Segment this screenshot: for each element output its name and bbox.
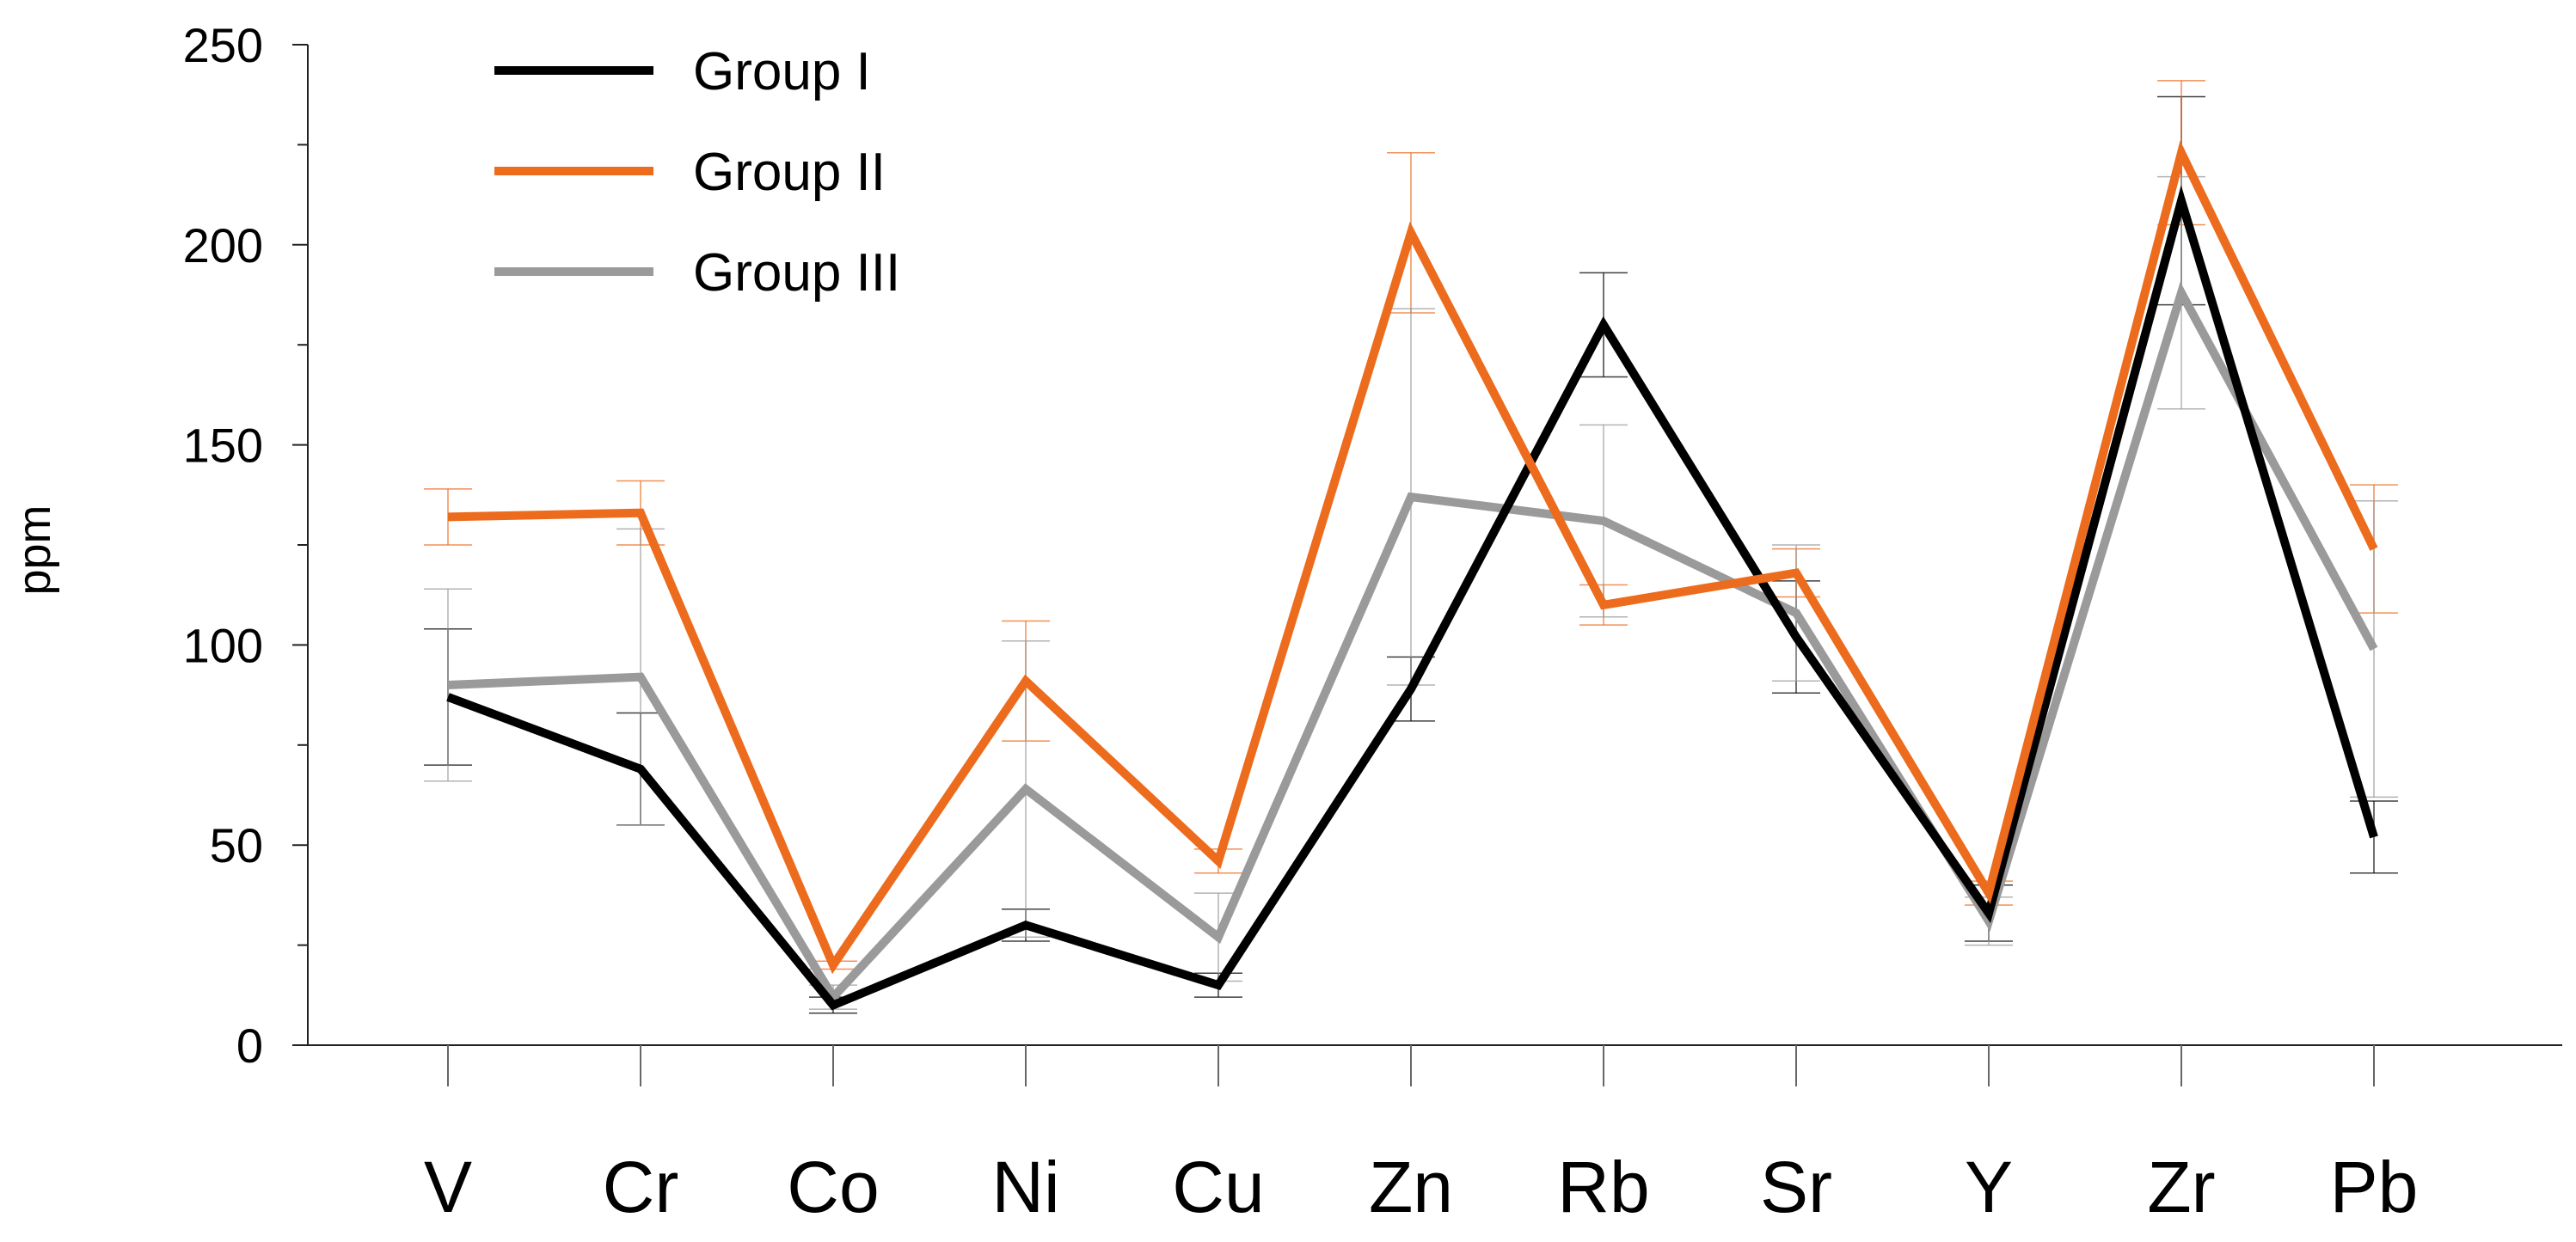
chart-axes (292, 44, 2562, 1086)
y-tick-label: 100 (183, 618, 263, 672)
x-tick-label: Co (787, 1147, 879, 1227)
y-tick-label: 150 (183, 419, 263, 473)
legend-label: Group II (693, 143, 886, 202)
legend: Group I Group II Group III (494, 42, 900, 303)
x-tick-label: Cu (1172, 1147, 1264, 1227)
y-tick-label: 50 (210, 818, 263, 872)
x-tick-label: Ni (991, 1147, 1059, 1227)
x-tick-label: Y (1965, 1147, 2013, 1227)
tick-labels: 0 50 100 150 200 250 V Cr Co Ni Cu Zn Rb Sr Y Zr Pb (183, 18, 2419, 1227)
series-line-group-i (446, 185, 2378, 1011)
series-line-group-iii (447, 281, 2378, 1005)
x-tick-label: Rb (1557, 1147, 1649, 1227)
x-tick-label: Cr (603, 1147, 679, 1227)
x-tick-label: Zr (2147, 1147, 2215, 1227)
x-tick-label: V (424, 1147, 472, 1227)
x-tick-label: Pb (2330, 1147, 2419, 1227)
x-tick-label: Zn (1369, 1147, 1453, 1227)
legend-label: Group III (693, 243, 900, 303)
y-tick-label: 200 (183, 218, 263, 272)
y-axis-label: ppm (9, 505, 60, 595)
legend-label: Group I (693, 42, 871, 101)
x-tick-label: Sr (1760, 1147, 1832, 1227)
series-lines (446, 140, 2378, 1011)
y-tick-label: 250 (183, 18, 263, 72)
series-line-group-ii (447, 140, 2378, 975)
y-tick-label: 0 (236, 1019, 263, 1073)
